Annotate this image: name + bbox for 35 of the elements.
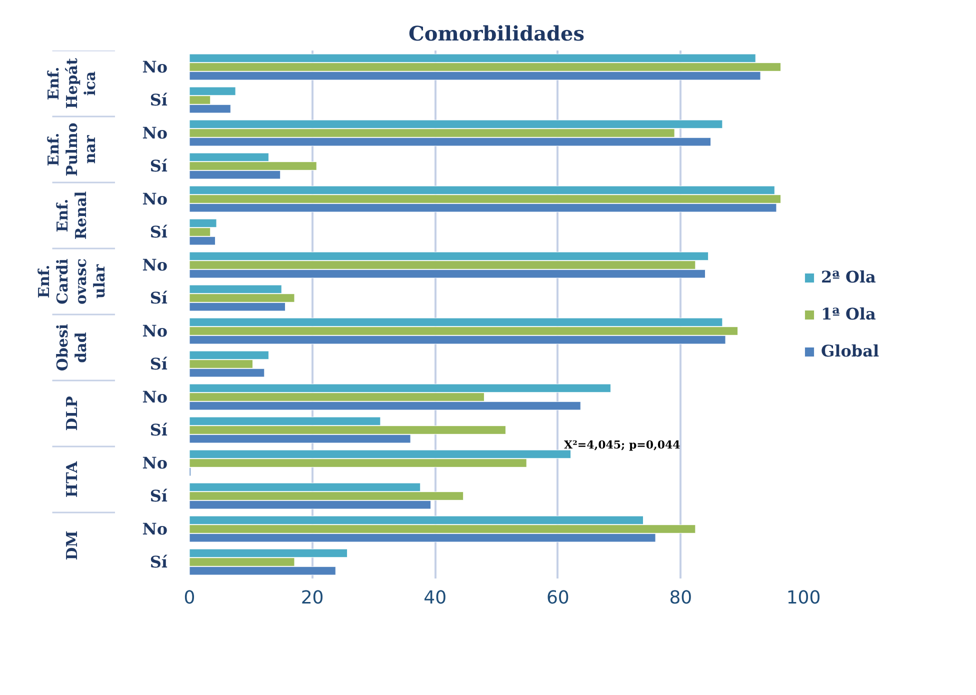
x-tick-label: 100: [786, 588, 821, 608]
y-tick-label: Sí: [150, 354, 168, 374]
y-tick-label: Sí: [150, 156, 168, 176]
x-tick-label: 60: [546, 588, 570, 608]
legend-label: Global: [821, 342, 880, 360]
chart-title: Comorbilidades: [408, 22, 585, 46]
y-tick-label: No: [142, 388, 168, 406]
text: Enf. Cardiovascular: [35, 258, 108, 305]
x-tick-label: 80: [669, 588, 692, 608]
y-tick-label: Sí: [150, 420, 168, 440]
y-tick-label: No: [142, 256, 168, 274]
text: Enf. Pulmonar: [44, 122, 100, 176]
annotation: X²=4,045; p=0,044: [564, 438, 681, 452]
y-tick-label: Sí: [150, 486, 168, 506]
y-tick-label: No: [142, 124, 168, 142]
y-tick-label: Sí: [150, 222, 168, 242]
x-tick-label: 0: [184, 588, 196, 608]
y-tick-label: Sí: [150, 288, 168, 308]
x-tick-label: 40: [424, 588, 447, 608]
x-tick-label: 20: [300, 588, 324, 608]
y-tick-label: No: [142, 520, 168, 538]
y-tick-label: Sí: [150, 552, 168, 572]
y-tick-label: Sí: [150, 90, 168, 110]
legend-label: 1ª Ola: [821, 304, 876, 324]
text: DM: [62, 530, 81, 560]
text: HTA: [62, 461, 81, 498]
y-tick-label: No: [142, 454, 168, 472]
y-tick-label: No: [142, 190, 168, 208]
text: Enf. Renal: [54, 191, 90, 240]
legend-label: 2ª Ola: [821, 268, 876, 286]
text: Enf. Hepática: [44, 58, 100, 109]
text: DLP: [62, 396, 81, 431]
text: Obesidad: [54, 324, 90, 372]
y-tick-label: No: [142, 58, 168, 76]
y-tick-label: No: [142, 322, 168, 340]
